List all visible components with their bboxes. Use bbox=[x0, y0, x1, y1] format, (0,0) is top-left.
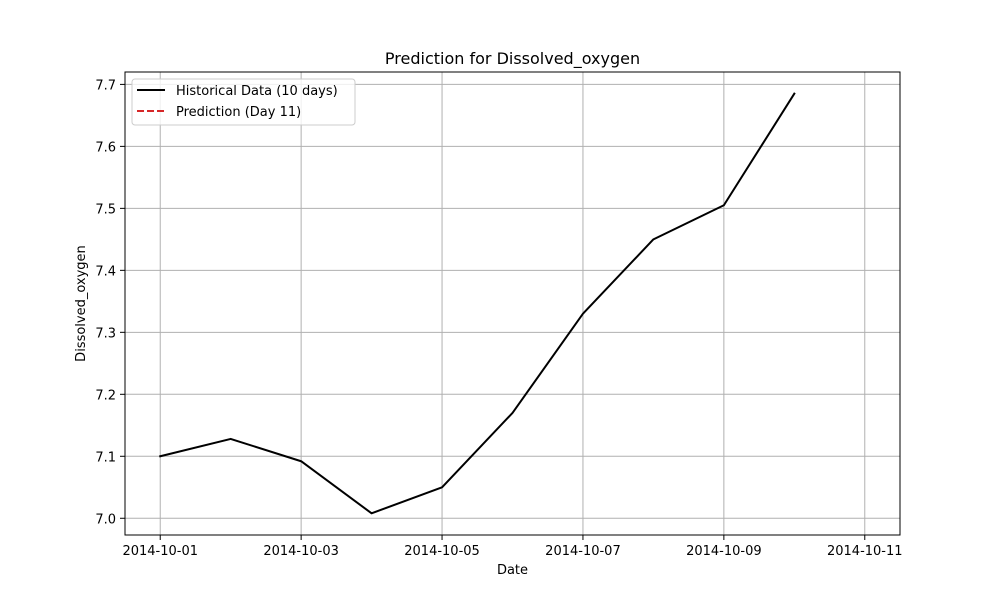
x-tick-label: 2014-10-09 bbox=[686, 544, 762, 559]
y-axis: 7.0 7.1 7.2 7.3 7.4 7.5 7.6 7.7 bbox=[95, 78, 125, 527]
x-axis-title: Date bbox=[497, 563, 528, 578]
legend: Historical Data (10 days) Prediction (Da… bbox=[131, 78, 356, 126]
x-tick-label: 2014-10-01 bbox=[122, 544, 198, 559]
x-tick-label: 2014-10-03 bbox=[263, 544, 339, 559]
y-tick-label: 7.4 bbox=[95, 264, 116, 279]
x-tick-label: 2014-10-07 bbox=[545, 544, 621, 559]
chart-title: Prediction for Dissolved_oxygen bbox=[385, 49, 640, 69]
y-axis-title: Dissolved_oxygen bbox=[74, 245, 89, 362]
y-tick-label: 7.5 bbox=[95, 202, 116, 217]
x-tick-label: 2014-10-11 bbox=[827, 544, 903, 559]
plot-area-frame bbox=[124, 71, 901, 536]
series-layer bbox=[159, 92, 796, 515]
y-tick-label: 7.2 bbox=[95, 388, 116, 403]
legend-label-historical: Historical Data (10 days) bbox=[176, 84, 338, 99]
y-tick-label: 7.7 bbox=[95, 78, 116, 93]
y-tick-label: 7.1 bbox=[95, 450, 116, 465]
legend-label-prediction: Prediction (Day 11) bbox=[176, 105, 301, 120]
y-tick-label: 7.6 bbox=[95, 140, 116, 155]
x-axis: 2014-10-01 2014-10-03 2014-10-05 2014-10-07… bbox=[122, 535, 903, 559]
x-tick-label: 2014-10-05 bbox=[404, 544, 480, 559]
historical-data-line bbox=[159, 92, 796, 515]
y-tick-label: 7.0 bbox=[95, 512, 116, 527]
legend-box bbox=[131, 78, 356, 126]
y-tick-label: 7.3 bbox=[95, 326, 116, 341]
grid bbox=[125, 72, 900, 535]
